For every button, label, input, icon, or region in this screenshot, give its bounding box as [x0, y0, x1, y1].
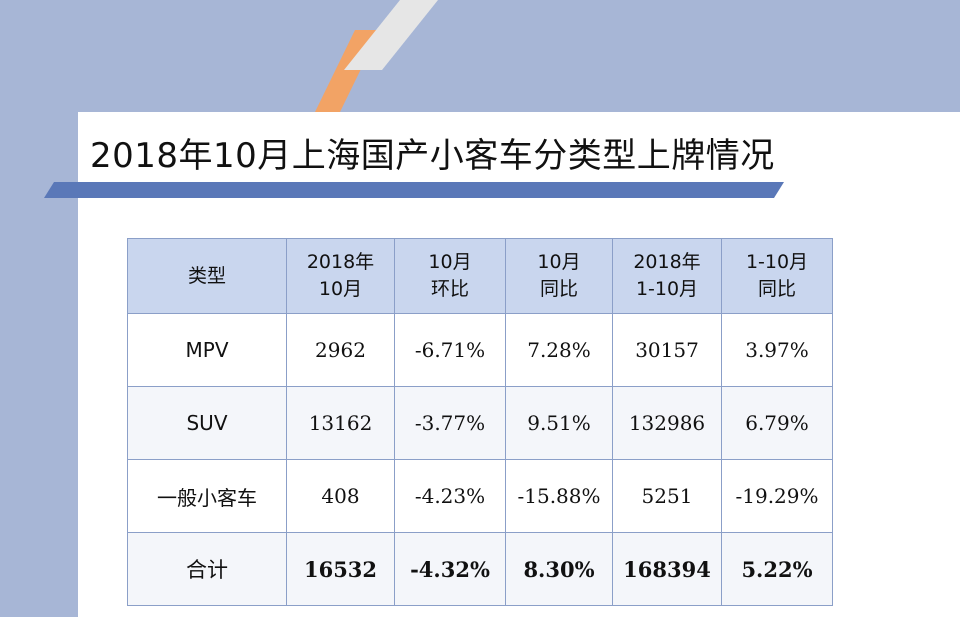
cell-oct-yoy: 8.30%: [505, 532, 613, 606]
cell-oct-2018: 16532: [286, 532, 395, 606]
cell-jan-oct-2018: 30157: [612, 313, 722, 387]
header-type: 类型: [127, 238, 287, 314]
cell-jan-oct-yoy: 5.22%: [721, 532, 833, 606]
title-underline-bar: [44, 182, 784, 198]
cell-oct-yoy: 7.28%: [505, 313, 613, 387]
cell-oct-yoy: -15.88%: [505, 459, 613, 533]
row-label: SUV: [127, 386, 287, 460]
cell-oct-2018: 13162: [286, 386, 395, 460]
cell-jan-oct-2018: 168394: [612, 532, 722, 606]
header-line: 同比: [539, 278, 578, 300]
header-oct-2018: 2018年 10月: [286, 238, 395, 314]
header-line: 10月: [318, 278, 363, 300]
row-label: MPV: [127, 313, 287, 387]
header-line: 2018年: [633, 251, 701, 273]
cell-oct-2018: 2962: [286, 313, 395, 387]
row-label: 一般小客车: [127, 459, 287, 533]
table-header-row: 类型 2018年 10月 10月 环比 10月 同比 2018年 1-10月 1-10月…: [127, 238, 833, 314]
header-oct-yoy: 10月同比: [505, 238, 613, 314]
row-label: 合计: [127, 532, 287, 606]
header-type-label: 类型: [187, 264, 226, 287]
cell-jan-oct-yoy: 3.97%: [721, 313, 833, 387]
header-line: 2018年: [306, 251, 375, 273]
header-line: 环比: [430, 278, 469, 300]
header-line: 10月: [428, 251, 472, 273]
cell-oct-mom: -3.77%: [394, 386, 506, 460]
header-oct-mom: 10月环比: [394, 238, 506, 314]
cell-oct-mom: -6.71%: [394, 313, 506, 387]
cell-oct-mom: -4.23%: [394, 459, 506, 533]
cell-jan-oct-yoy: 6.79%: [721, 386, 833, 460]
cell-oct-yoy: 9.51%: [505, 386, 613, 460]
header-jan-oct-2018: 2018年 1-10月: [612, 238, 722, 314]
table-row-total: 合计 16532 -4.32% 8.30% 168394 5.22%: [127, 532, 833, 606]
cell-oct-2018: 408: [286, 459, 395, 533]
cell-jan-oct-2018: 5251: [612, 459, 722, 533]
page-title: 2018年10月上海国产小客车分类型上牌情况: [90, 136, 775, 176]
header-line: 10月: [537, 251, 581, 273]
table-row-mpv: MPV 2962 -6.71% 7.28% 30157 3.97%: [127, 313, 833, 387]
cell-oct-mom: -4.32%: [394, 532, 506, 606]
header-jan-oct-yoy: 1-10月同比: [721, 238, 833, 314]
header-line: 1-10月: [745, 251, 809, 273]
cell-jan-oct-yoy: -19.29%: [721, 459, 833, 533]
cell-jan-oct-2018: 132986: [612, 386, 722, 460]
table-row-suv: SUV 13162 -3.77% 9.51% 132986 6.79%: [127, 386, 833, 460]
header-line: 同比: [757, 278, 796, 300]
table-row-ordinary-car: 一般小客车 408 -4.23% -15.88% 5251 -19.29%: [127, 459, 833, 533]
registration-table: 类型 2018年 10月 10月 环比 10月 同比 2018年 1-10月 1-10月…: [127, 238, 833, 606]
header-line: 1-10月: [635, 278, 699, 300]
gray-stripe: [344, 0, 438, 70]
